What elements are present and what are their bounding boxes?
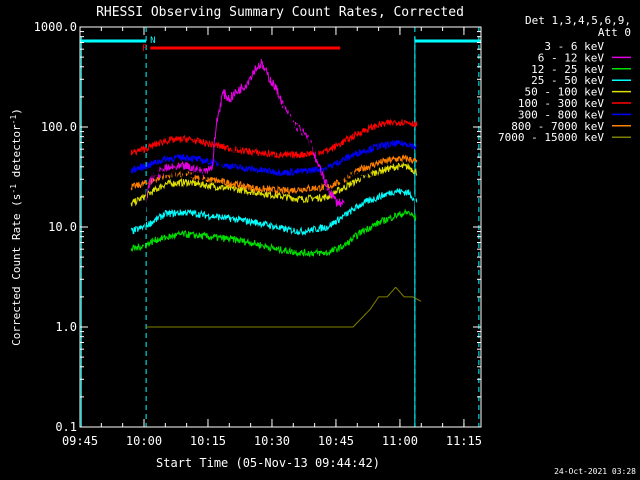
- legend-label-6: 300 - 800 keV: [518, 108, 604, 121]
- y-axis-label-part2: detector: [10, 124, 23, 184]
- x-axis: 09:45 10:00 10:15 10:30 10:45 11:00 11:15: [62, 27, 482, 448]
- series-line-7: [130, 154, 418, 195]
- y-tick-label-2: 10.0: [48, 220, 77, 234]
- flare-label: F: [142, 44, 147, 54]
- y-axis: 1000.0 100.0 10.0 1.0 0.1: [34, 20, 481, 434]
- legend-header-line2: Att 0: [598, 26, 631, 39]
- series-line-6: [130, 139, 418, 177]
- y-tick-label-0: 1000.0: [34, 20, 77, 34]
- plot-area: FN: [80, 27, 481, 427]
- series-line-0: [126, 82, 426, 332]
- x-tick-label-4: 10:45: [318, 434, 354, 448]
- y-axis-label-part1: Corrected Count Rate (s: [10, 194, 23, 346]
- legend-label-5: 100 - 300 keV: [518, 97, 604, 110]
- night-label: N: [150, 36, 155, 46]
- y-axis-label-sup2: -1: [9, 115, 18, 125]
- series-line-3: [130, 187, 418, 236]
- x-tick-label-2: 10:15: [190, 434, 226, 448]
- x-tick-label-0: 09:45: [62, 434, 98, 448]
- legend-label-4: 50 - 100 keV: [525, 86, 605, 99]
- y-tick-label-1: 100.0: [41, 120, 77, 134]
- x-tick-label-1: 10:00: [126, 434, 162, 448]
- legend-label-3: 25 - 50 keV: [531, 74, 604, 87]
- y-tick-label-4: 0.1: [55, 420, 77, 434]
- series-line-8: [146, 287, 422, 328]
- series-line-2: [130, 208, 418, 258]
- x-tick-label-3: 10:30: [254, 434, 290, 448]
- legend-label-1: 6 - 12 keV: [538, 51, 605, 64]
- y-axis-label: Corrected Count Rate (s-1 detector-1): [9, 108, 23, 346]
- series-line-5: [130, 118, 418, 160]
- y-tick-label-3: 1.0: [55, 320, 77, 334]
- legend-label-8: 7000 - 15000 keV: [498, 131, 604, 144]
- legend-label-2: 12 - 25 keV: [531, 63, 604, 76]
- legend-label-0: 3 - 6 keV: [544, 40, 604, 53]
- y-axis-label-sup1: -1: [9, 184, 18, 194]
- chart-title: RHESSI Observing Summary Count Rates, Co…: [96, 5, 464, 20]
- x-tick-label-5: 11:00: [382, 434, 418, 448]
- timestamp: 24-Oct-2021 03:28: [554, 467, 636, 476]
- y-axis-label-part3: ): [10, 108, 23, 115]
- series-line-1: [145, 59, 345, 208]
- x-axis-label: Start Time (05-Nov-13 09:44:42): [156, 456, 380, 470]
- x-tick-label-6: 11:15: [446, 434, 482, 448]
- legend-label-7: 800 - 7000 keV: [511, 120, 604, 133]
- legend-header-line1: Det 1,3,4,5,6,9,: [525, 14, 631, 27]
